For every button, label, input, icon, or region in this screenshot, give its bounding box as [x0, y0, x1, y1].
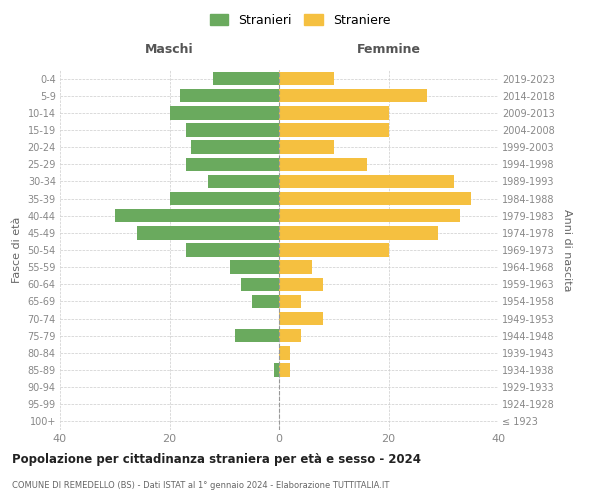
Bar — [241, 278, 279, 291]
Bar — [208, 174, 279, 188]
Bar — [279, 174, 454, 188]
Bar — [279, 329, 301, 342]
Bar — [279, 124, 389, 136]
Bar — [279, 72, 334, 86]
Bar — [279, 226, 438, 239]
Bar — [251, 294, 279, 308]
Bar — [279, 192, 470, 205]
Bar — [279, 278, 323, 291]
Bar — [279, 106, 389, 120]
Bar — [186, 244, 279, 256]
Bar — [235, 329, 279, 342]
Bar — [191, 140, 279, 154]
Legend: Stranieri, Straniere: Stranieri, Straniere — [205, 8, 395, 32]
Bar — [279, 294, 301, 308]
Bar — [279, 312, 323, 326]
Bar — [186, 124, 279, 136]
Bar — [274, 364, 279, 376]
Text: Femmine: Femmine — [356, 44, 421, 57]
Bar — [169, 192, 279, 205]
Bar — [115, 209, 279, 222]
Bar — [181, 89, 279, 102]
Text: Maschi: Maschi — [145, 44, 194, 57]
Bar — [279, 364, 290, 376]
Bar — [137, 226, 279, 239]
Y-axis label: Anni di nascita: Anni di nascita — [562, 209, 572, 291]
Bar — [279, 209, 460, 222]
Text: COMUNE DI REMEDELLO (BS) - Dati ISTAT al 1° gennaio 2024 - Elaborazione TUTTITAL: COMUNE DI REMEDELLO (BS) - Dati ISTAT al… — [12, 480, 389, 490]
Bar — [279, 140, 334, 154]
Bar — [279, 260, 312, 274]
Text: Popolazione per cittadinanza straniera per età e sesso - 2024: Popolazione per cittadinanza straniera p… — [12, 452, 421, 466]
Bar — [230, 260, 279, 274]
Bar — [169, 106, 279, 120]
Bar — [279, 244, 389, 256]
Y-axis label: Fasce di età: Fasce di età — [12, 217, 22, 283]
Bar — [279, 346, 290, 360]
Bar — [186, 158, 279, 171]
Bar — [279, 158, 367, 171]
Bar — [214, 72, 279, 86]
Bar — [279, 89, 427, 102]
